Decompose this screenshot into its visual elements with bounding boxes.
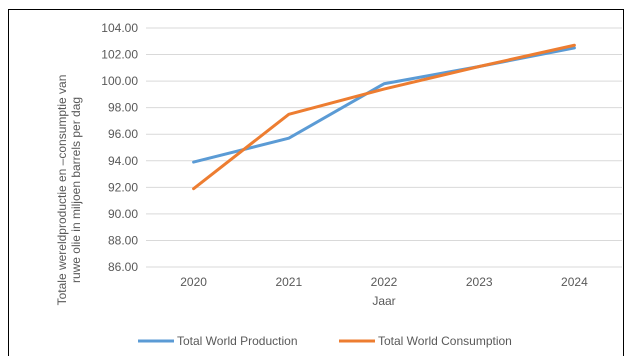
- y-tick-label: 90.00: [108, 207, 138, 221]
- y-tick-label: 86.00: [108, 260, 138, 274]
- legend: Total World Production Total World Consu…: [138, 334, 512, 348]
- y-tick-label: 104.00: [101, 21, 138, 35]
- x-tick-label: 2023: [466, 275, 493, 289]
- x-tick-labels: 2020 2021 2022 2023 2024: [180, 275, 588, 289]
- x-tick-label: 2021: [275, 275, 302, 289]
- y-axis-title-line2: ruwe olie in miljoen barrels per dag: [69, 97, 83, 283]
- x-axis-title: Jaar: [372, 294, 395, 308]
- x-tick-label: 2022: [371, 275, 398, 289]
- gridlines: [146, 27, 622, 268]
- y-tick-label: 100.00: [101, 74, 138, 88]
- series-lines: [192, 43, 576, 191]
- legend-label-production: Total World Production: [177, 334, 298, 348]
- y-tick-label: 102.00: [101, 48, 138, 62]
- chart-frame: [8, 9, 624, 356]
- x-tick-label: 2024: [561, 275, 588, 289]
- y-tick-label: 88.00: [108, 233, 138, 247]
- series-line-consumption: [192, 43, 576, 191]
- y-tick-label: 92.00: [108, 180, 138, 194]
- x-tick-label: 2020: [180, 275, 207, 289]
- y-tick-labels: 86.00 88.00 90.00 92.00 94.00 96.00 98.00 100.0…: [101, 21, 138, 274]
- y-tick-label: 94.00: [108, 154, 138, 168]
- y-axis-title-line1: Totale wereldproductie en –consumptie va…: [55, 75, 69, 306]
- y-tick-label: 98.00: [108, 101, 138, 115]
- y-tick-label: 96.00: [108, 127, 138, 141]
- legend-label-consumption: Total World Consumption: [378, 334, 512, 348]
